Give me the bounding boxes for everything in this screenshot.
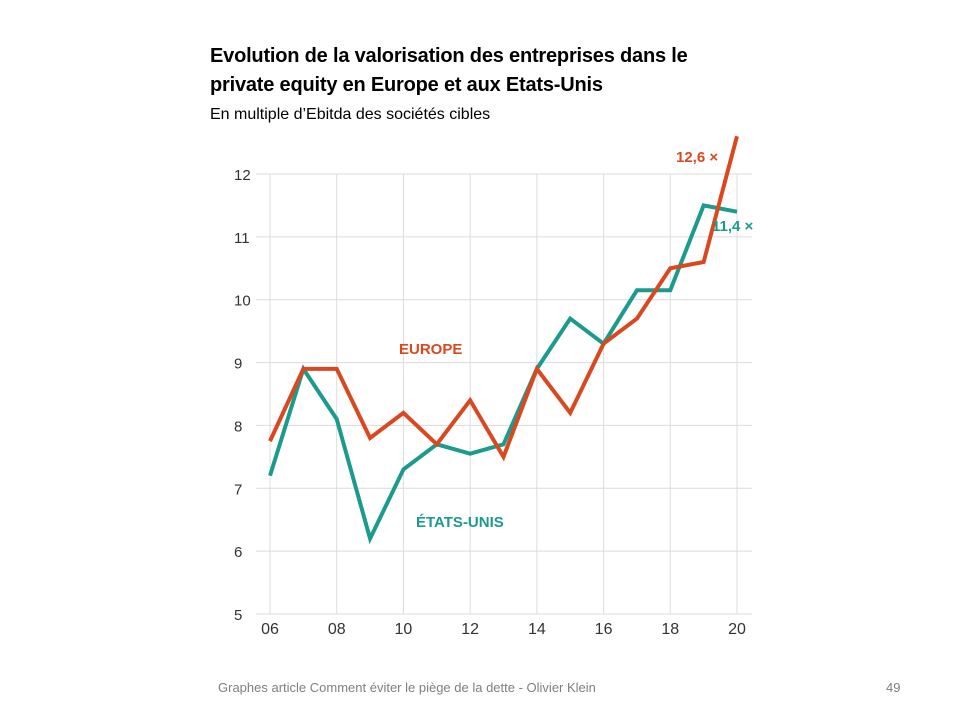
end-label-europe: 12,6 × xyxy=(676,149,718,166)
y-axis-ticks: 5 6 7 8 9 10 11 12 xyxy=(234,167,251,624)
x-tick-label: 18 xyxy=(661,621,679,638)
x-tick-label: 06 xyxy=(261,621,279,638)
x-tick-label: 12 xyxy=(461,621,479,638)
y-tick-label: 5 xyxy=(234,607,242,624)
x-tick-label: 10 xyxy=(395,621,413,638)
y-tick-label: 8 xyxy=(234,418,242,435)
chart-subtitle: En multiple d’Ebitda des sociétés cibles xyxy=(210,106,491,123)
x-tick-label: 08 xyxy=(328,621,346,638)
series-lines xyxy=(268,135,739,545)
series-line-europe xyxy=(268,135,739,462)
y-tick-label: 11 xyxy=(234,230,250,247)
end-label-etats-unis: 11,4 × xyxy=(712,218,754,235)
chart-title: Evolution de la valorisation des entrepr… xyxy=(210,42,850,100)
chart-grid xyxy=(256,173,752,615)
y-tick-label: 10 xyxy=(234,293,251,310)
y-tick-label: 6 xyxy=(234,544,242,561)
footer-source: Graphes article Comment éviter le piège … xyxy=(218,680,596,695)
series-line-etats-unis xyxy=(268,203,738,545)
x-tick-label: 20 xyxy=(728,621,746,638)
series-label-europe: EUROPE xyxy=(399,341,462,358)
y-tick-label: 7 xyxy=(234,481,242,498)
y-tick-label: 12 xyxy=(234,167,251,184)
series-labels: EUROPE ÉTATS-UNIS 12,6 × 11,4 × xyxy=(399,149,754,531)
x-tick-label: 16 xyxy=(595,621,613,638)
x-axis-ticks: 06 08 10 12 14 16 18 20 xyxy=(261,621,746,638)
y-tick-label: 9 xyxy=(234,356,242,373)
x-tick-label: 14 xyxy=(528,621,546,638)
series-label-etats-unis: ÉTATS-UNIS xyxy=(416,514,504,531)
chart-title-line-1: Evolution de la valorisation des entrepr… xyxy=(210,45,688,67)
chart-title-line-2: private equity en Europe et aux Etats-Un… xyxy=(210,74,603,96)
page-number: 49 xyxy=(886,680,901,695)
